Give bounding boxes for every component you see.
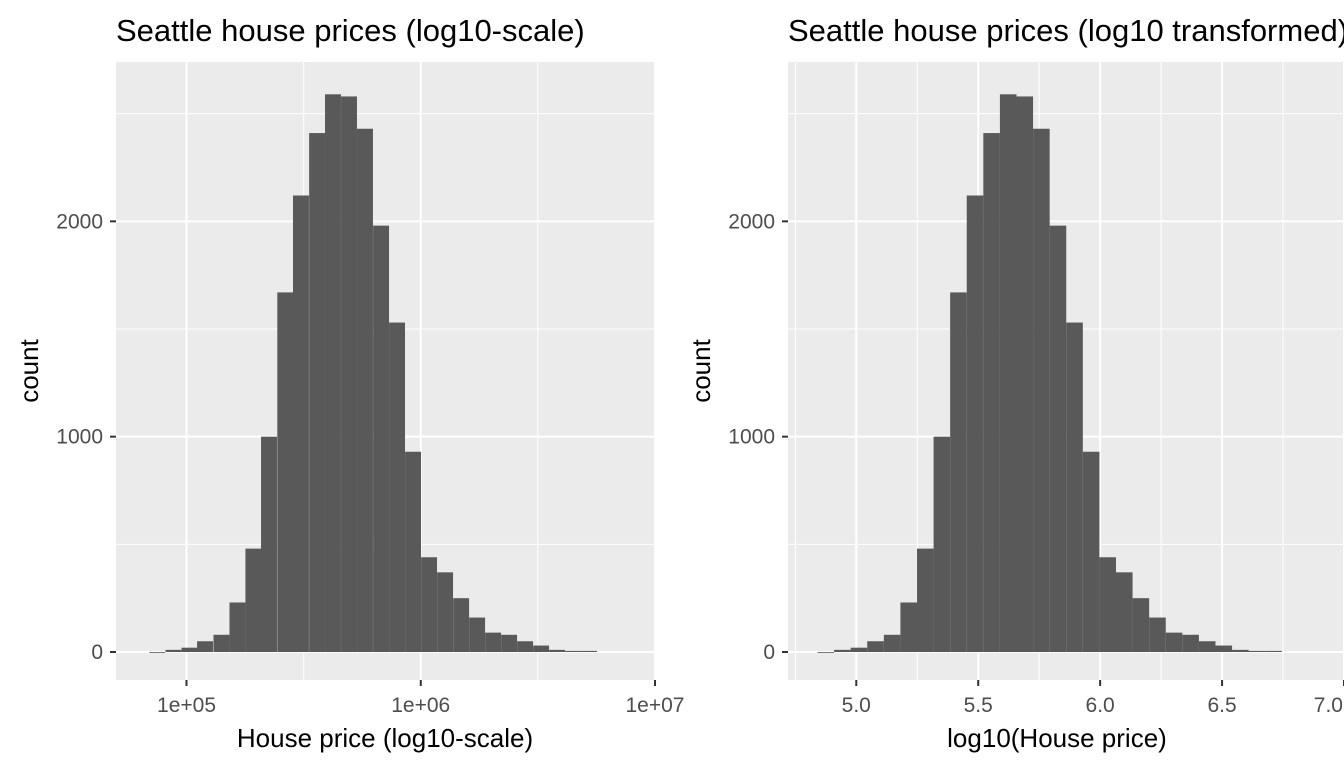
histogram-bar [1182, 634, 1199, 653]
histogram-bar [917, 548, 934, 653]
histogram-bar [950, 292, 967, 653]
histogram-bar [405, 451, 422, 653]
histogram-bar [1099, 557, 1116, 653]
histogram-bar [1115, 572, 1133, 653]
histogram-bar [373, 225, 390, 653]
chart-title: Seattle house prices (log10 transformed) [788, 13, 1344, 48]
histogram-bar [1132, 598, 1150, 653]
histogram-bar [900, 602, 918, 653]
histogram-bar [1066, 322, 1083, 653]
x-tick-label: 6.0 [1086, 694, 1115, 717]
histogram-bar [501, 634, 518, 653]
histogram-bar [867, 641, 884, 653]
histogram-bar [309, 133, 326, 653]
histogram-bar [1215, 645, 1233, 653]
histogram-bar [437, 572, 454, 653]
axis-ticks: 0 1000 2000 5.0 5.5 6.0 6.5 7.0 [728, 210, 1344, 717]
x-tick-label: 5.0 [842, 694, 871, 717]
histogram-bar [549, 649, 566, 653]
histogram-bar [277, 292, 294, 653]
histogram-bar [357, 128, 373, 653]
y-tick-label: 1000 [56, 426, 103, 449]
y-tick-label: 0 [763, 641, 775, 664]
histogram-bar [983, 133, 1000, 653]
histogram-bar [1232, 649, 1249, 653]
x-axis-title: log10(House price) [947, 723, 1167, 753]
chart-panel-left: Seattle house prices (log10-scale) 0 1000… [14, 13, 684, 753]
histogram-bar [1198, 641, 1216, 653]
x-tick-label: 1e+06 [391, 694, 450, 717]
y-tick-label: 2000 [56, 210, 103, 233]
histogram-bar [817, 652, 835, 653]
histogram-bar [517, 641, 534, 653]
histogram-bar [1165, 632, 1183, 653]
chart-panel-right: Seattle house prices (log10 transformed)… [686, 13, 1344, 753]
histogram-bars [149, 94, 598, 653]
histogram-bar [1082, 451, 1100, 653]
histogram-bar [292, 195, 309, 653]
histogram-bar [485, 632, 502, 653]
histogram-bar [213, 634, 230, 653]
chart-title: Seattle house prices (log10-scale) [116, 13, 585, 48]
histogram-bar [181, 647, 198, 653]
histogram-bar [261, 436, 277, 653]
x-axis-title: House price (log10-scale) [237, 723, 533, 753]
histogram-bar [1049, 225, 1067, 653]
histogram-bar [469, 617, 486, 653]
y-tick-label: 1000 [728, 426, 775, 449]
y-axis-title: count [14, 338, 44, 402]
histogram-bar [389, 322, 405, 653]
histogram-bar [533, 645, 550, 653]
x-tick-label: 7.0 [1314, 694, 1343, 717]
histogram-bar [149, 652, 166, 653]
histogram-bar [966, 195, 984, 653]
x-tick-label: 6.5 [1207, 694, 1236, 717]
histogram-bar [453, 598, 470, 653]
histogram-bar [850, 647, 868, 653]
histogram-bars [817, 94, 1282, 653]
histogram-bar [421, 557, 438, 653]
histogram-bar [581, 650, 598, 653]
histogram-bar [197, 641, 214, 653]
histogram-bar [165, 649, 182, 653]
y-tick-label: 2000 [728, 210, 775, 233]
x-tick-label: 5.5 [964, 694, 993, 717]
histogram-bar [834, 649, 851, 653]
histogram-bar [1248, 650, 1266, 653]
x-tick-label: 1e+05 [157, 694, 216, 717]
axis-ticks: 0 1000 2000 1e+05 1e+06 1e+07 [56, 210, 684, 717]
y-tick-label: 0 [91, 641, 103, 664]
histogram-bar [229, 602, 246, 653]
histogram-bar [245, 548, 262, 653]
histogram-bar [341, 96, 357, 653]
histogram-bar [565, 650, 582, 653]
histogram-bar [883, 634, 901, 653]
histogram-bar [1033, 128, 1050, 653]
histogram-bar [933, 436, 951, 653]
y-axis-title: count [686, 338, 716, 402]
x-tick-label: 1e+07 [626, 694, 685, 717]
histogram-bar [1265, 650, 1282, 653]
histogram-bar [325, 94, 341, 653]
histogram-bar [999, 94, 1017, 653]
histogram-bar [1016, 96, 1034, 653]
histogram-bar [1149, 617, 1166, 653]
